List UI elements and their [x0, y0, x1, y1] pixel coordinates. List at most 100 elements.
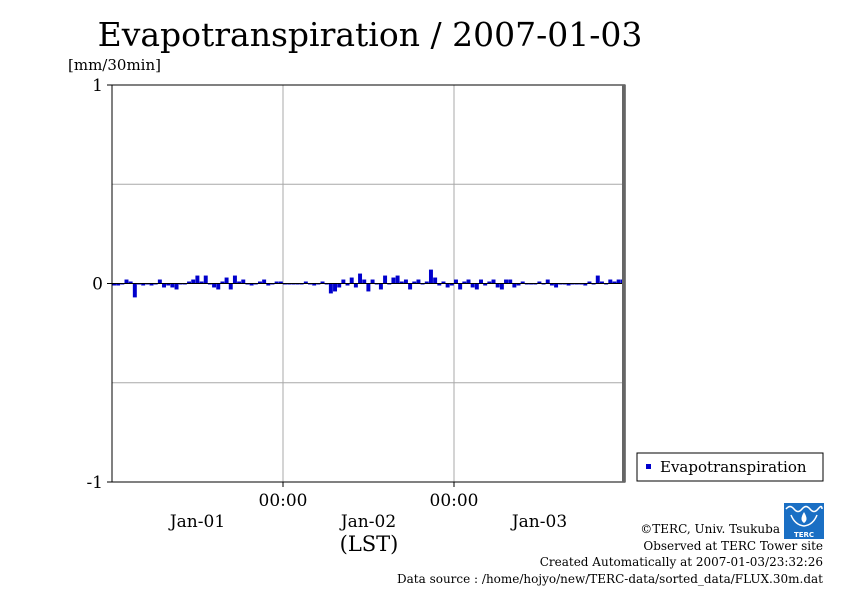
bar: [454, 279, 458, 284]
bar: [416, 279, 421, 284]
bar: [257, 281, 262, 284]
terc-logo-icon: TERC: [784, 503, 824, 539]
bar: [132, 283, 137, 298]
bar: [353, 283, 358, 288]
x-axis-label: (LST): [340, 532, 399, 556]
bar: [312, 283, 317, 286]
bar: [441, 281, 446, 284]
bar: [241, 279, 246, 284]
bar: [228, 283, 233, 290]
bar: [199, 281, 204, 284]
bar: [495, 283, 500, 288]
bar: [612, 281, 617, 284]
bars: [112, 269, 625, 298]
bar: [499, 283, 504, 290]
bar: [470, 283, 475, 288]
credit-source: Data source : /home/hojyo/new/TERC-data/…: [397, 572, 823, 586]
y-ticks: 1 0 -1: [86, 76, 112, 493]
bar: [399, 281, 404, 284]
bar: [358, 273, 363, 284]
bar: [520, 281, 525, 284]
bar: [487, 281, 492, 284]
x-tick-date-label: Jan-03: [510, 512, 567, 532]
bar: [512, 283, 517, 288]
bar: [174, 283, 179, 290]
bar: [157, 279, 162, 284]
x-ticks: 00:00 00:00 Jan-01 Jan-02 Jan-03: [168, 482, 567, 532]
bar: [383, 275, 388, 284]
credit-created: Created Automatically at 2007-01-03/23:3…: [540, 555, 823, 569]
bar: [549, 283, 554, 286]
bar: [320, 281, 325, 284]
bar: [224, 277, 229, 284]
bar: [362, 279, 367, 284]
bar: [462, 281, 467, 284]
bar: [474, 283, 479, 290]
bar: [566, 283, 571, 286]
bar: [587, 281, 592, 284]
bar: [608, 279, 613, 284]
bar: [449, 283, 454, 286]
bar: [437, 283, 442, 286]
bar: [408, 283, 413, 290]
legend-label: Evapotranspiration: [660, 458, 807, 476]
bar: [616, 279, 621, 284]
bar: [278, 281, 283, 284]
bar: [195, 275, 200, 284]
credit-observed: Observed at TERC Tower site: [643, 539, 823, 553]
bar: [445, 283, 450, 288]
bar: [274, 281, 279, 284]
bar: [249, 283, 254, 286]
bar: [141, 283, 146, 286]
bar: [328, 283, 333, 294]
bar: [212, 283, 217, 288]
bar: [232, 275, 237, 284]
bar: [237, 281, 242, 284]
bar: [266, 283, 271, 286]
y-tick-label: 1: [92, 76, 103, 96]
y-axis-unit: [mm/30min]: [68, 56, 161, 74]
bar: [262, 279, 267, 284]
bar: [333, 283, 338, 292]
bar: [412, 281, 417, 284]
bar: [187, 281, 192, 284]
bar: [433, 277, 438, 284]
x-tick-date-label: Jan-01: [168, 512, 225, 532]
bar: [345, 283, 350, 286]
bar: [112, 283, 116, 286]
bar: [166, 283, 171, 286]
y-tick-label: 0: [92, 275, 103, 295]
bar: [424, 281, 429, 284]
bar: [391, 277, 396, 284]
credit-copyright: ©TERC, Univ. Tsukuba: [640, 522, 780, 536]
bar: [370, 279, 375, 284]
bar: [203, 275, 208, 284]
x-tick-time-label: 00:00: [259, 491, 308, 511]
bar: [483, 283, 488, 286]
bar: [124, 279, 129, 284]
bar: [403, 279, 408, 284]
chart-title: Evapotranspiration / 2007-01-03: [98, 15, 643, 54]
bar: [537, 281, 542, 284]
bar: [466, 279, 471, 284]
x-tick-date-label: Jan-02: [339, 512, 396, 532]
bar: [337, 283, 342, 288]
bar: [116, 283, 121, 286]
bar: [583, 283, 588, 286]
bar: [508, 279, 513, 284]
bar: [479, 279, 483, 284]
bar: [191, 279, 196, 284]
bar: [554, 283, 559, 288]
bar: [366, 283, 371, 292]
bar: [545, 279, 550, 284]
bar: [170, 283, 175, 288]
bar: [220, 281, 225, 284]
legend-swatch: [646, 464, 651, 469]
bar: [162, 283, 167, 288]
bar: [599, 281, 604, 284]
bar: [428, 269, 433, 284]
y-tick-label: -1: [86, 473, 103, 493]
logo-text: TERC: [794, 531, 814, 539]
bar: [491, 279, 496, 284]
